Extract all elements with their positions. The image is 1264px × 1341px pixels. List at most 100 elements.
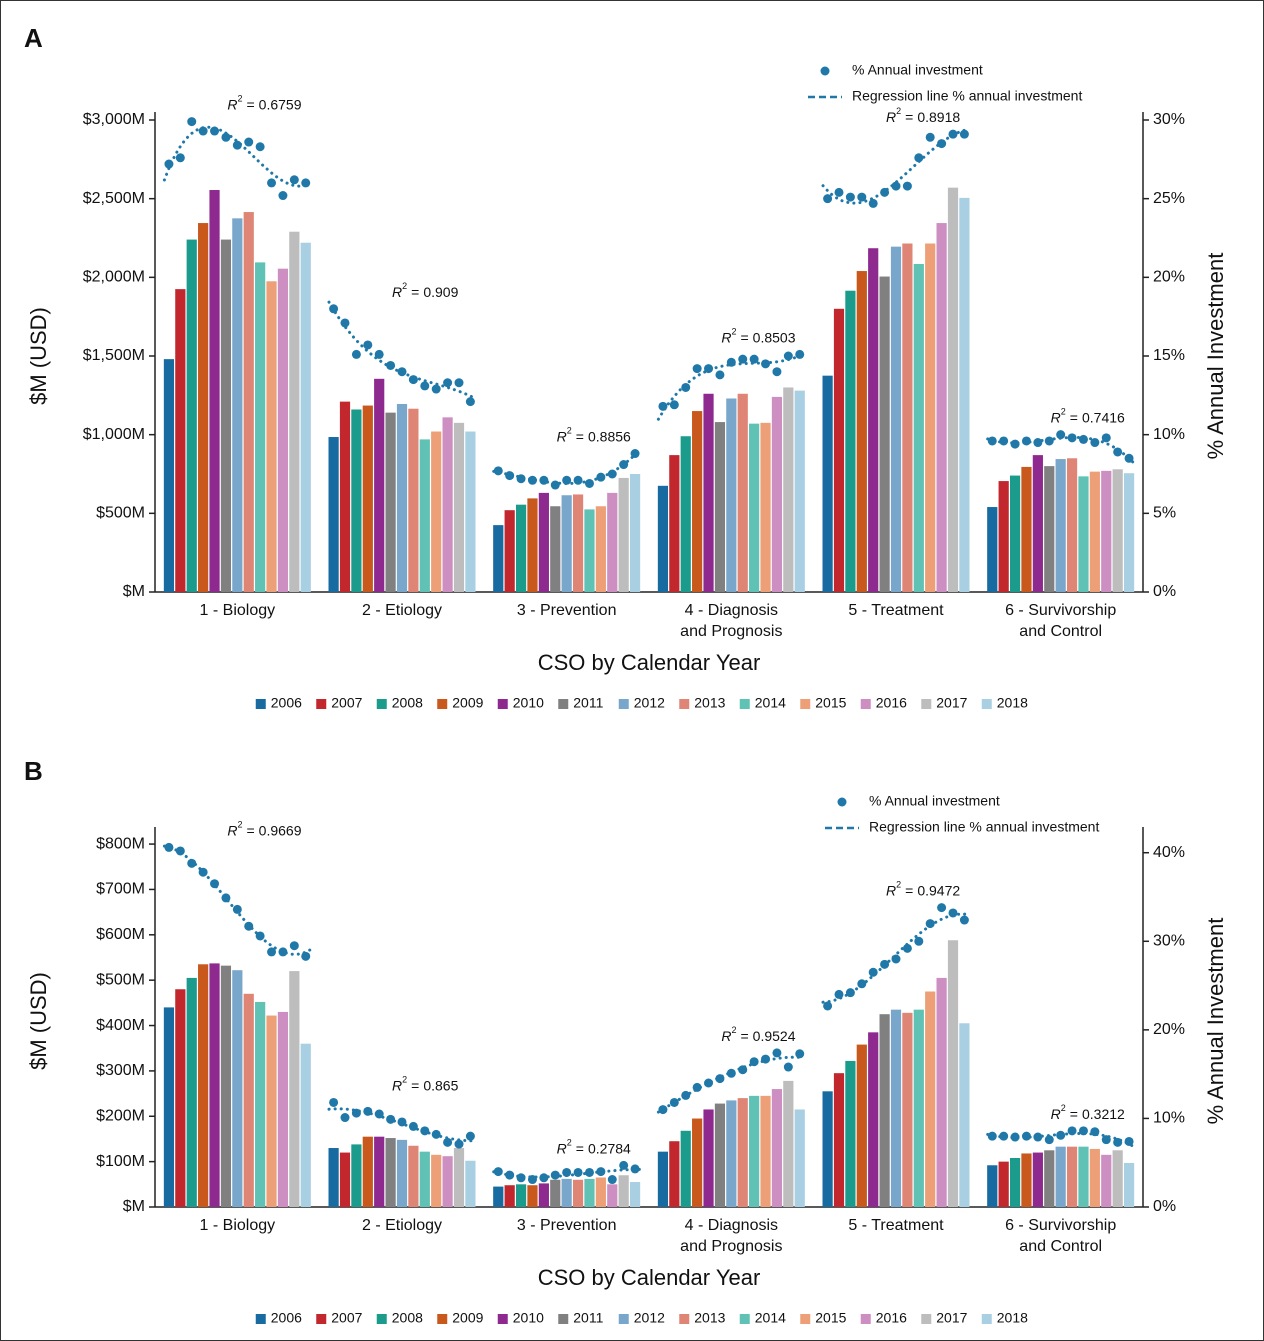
- scatter-point: [715, 1074, 725, 1084]
- scatter-point: [175, 153, 185, 163]
- bar: [442, 1156, 453, 1207]
- y2-axis-label: % Annual Investment: [1203, 253, 1228, 460]
- bar: [351, 409, 362, 592]
- scatter-point: [761, 1054, 771, 1064]
- y2-tick-label: 5%: [1153, 505, 1176, 522]
- bar: [277, 268, 289, 592]
- legend-label: 2009: [452, 695, 483, 711]
- bar: [1044, 1150, 1055, 1207]
- scatter-point: [232, 140, 242, 150]
- legend-label: Regression line % annual investment: [869, 819, 1099, 835]
- x-tick-label: 3 - Prevention: [517, 1217, 617, 1234]
- bar: [1123, 1162, 1135, 1207]
- bar: [902, 1012, 913, 1207]
- bar: [726, 1100, 737, 1207]
- scatter-point: [210, 879, 220, 889]
- scatter-point: [431, 384, 441, 394]
- bar: [465, 431, 476, 592]
- bar: [783, 1080, 794, 1207]
- scatter-point: [255, 931, 265, 941]
- scatter-point: [454, 378, 464, 388]
- y-tick-label: $100M: [96, 1153, 145, 1170]
- r-exponent: 2: [1061, 1103, 1066, 1113]
- bar: [1021, 1153, 1032, 1207]
- scatter-point: [374, 349, 384, 359]
- bar: [289, 231, 300, 592]
- bar: [255, 1001, 266, 1207]
- legend-label: 2014: [755, 1310, 786, 1326]
- r-symbol: R: [392, 284, 402, 300]
- legend-swatch: [497, 1314, 508, 1324]
- r-exponent: 2: [731, 1025, 736, 1035]
- x-tick-label: and Control: [1019, 1238, 1102, 1255]
- x-axis-label: CSO by Calendar Year: [538, 650, 761, 675]
- y2-tick-label: 10%: [1153, 426, 1185, 443]
- bar: [1066, 1146, 1078, 1207]
- bar: [595, 1177, 606, 1207]
- bar: [987, 1165, 998, 1207]
- bar: [833, 308, 845, 592]
- scatter-point: [175, 846, 185, 856]
- r-squared-label: R2 = 0.8856: [557, 426, 631, 444]
- legend-swatch: [255, 1314, 266, 1324]
- bar: [1032, 455, 1043, 592]
- r-symbol: R: [721, 329, 731, 345]
- x-tick-label: 4 - Diagnosis: [685, 1217, 778, 1234]
- scatter-point: [596, 1167, 606, 1177]
- bar: [1066, 458, 1078, 592]
- scatter-point: [267, 947, 277, 957]
- r-equals: =: [411, 1077, 419, 1093]
- bar: [453, 422, 465, 592]
- scatter-point: [1010, 439, 1020, 449]
- bar: [339, 1152, 351, 1207]
- bar: [300, 242, 311, 592]
- scatter-point: [630, 1164, 640, 1174]
- scatter-point: [834, 989, 844, 999]
- bar: [771, 1089, 783, 1207]
- scatter-point: [329, 1097, 339, 1107]
- y-tick-label: $600M: [96, 926, 145, 943]
- bar: [493, 525, 504, 592]
- r-value: 0.909: [423, 284, 458, 300]
- legend-label: 2017: [936, 695, 967, 711]
- scatter-point: [505, 1170, 515, 1180]
- bar: [1078, 1146, 1089, 1207]
- legend-swatch: [921, 699, 932, 709]
- scatter-point: [772, 367, 782, 377]
- bar: [913, 263, 924, 592]
- scatter-point: [1078, 1126, 1088, 1136]
- r-symbol: R: [557, 428, 567, 444]
- legend-swatch: [800, 1314, 811, 1324]
- scatter-point: [493, 466, 503, 476]
- x-tick-label: 3 - Prevention: [517, 602, 617, 619]
- x-axis-label: CSO by Calendar Year: [538, 1265, 761, 1290]
- r-exponent: 2: [1061, 407, 1066, 417]
- bar: [209, 190, 220, 592]
- bar: [243, 212, 254, 593]
- scatter-point: [1044, 1135, 1054, 1145]
- r-equals: =: [1070, 1106, 1078, 1122]
- r-squared-label: R2 = 0.2784: [557, 1138, 631, 1156]
- scatter-point: [386, 1114, 396, 1124]
- bar: [794, 390, 805, 592]
- bar: [408, 408, 419, 592]
- scatter-point: [1033, 1132, 1043, 1142]
- scatter-point: [795, 1049, 805, 1059]
- scatter-point: [221, 893, 231, 903]
- bar: [1101, 470, 1112, 592]
- r-equals: =: [411, 284, 419, 300]
- bar: [374, 1136, 385, 1207]
- bar: [266, 281, 277, 592]
- bar: [913, 1009, 924, 1207]
- bar: [1021, 466, 1032, 592]
- r-symbol: R: [557, 1140, 567, 1156]
- bar: [1044, 466, 1055, 592]
- scatter-point: [267, 178, 277, 188]
- bar: [1009, 475, 1021, 592]
- legend-label: 2013: [694, 1310, 725, 1326]
- bar: [737, 393, 748, 592]
- r-value: 0.2784: [588, 1140, 631, 1156]
- legend-label: Regression line % annual investment: [852, 88, 1082, 104]
- y2-tick-label: 40%: [1153, 844, 1185, 861]
- scatter-point: [454, 1139, 464, 1149]
